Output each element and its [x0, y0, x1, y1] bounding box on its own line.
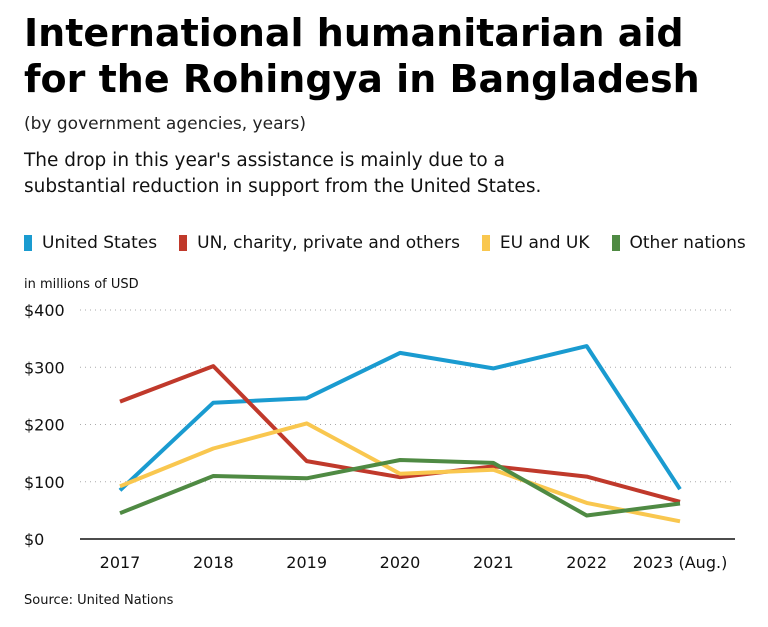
chart-description: The drop in this year's assistance is ma…	[24, 148, 744, 200]
legend-label-other-nations: Other nations	[629, 233, 746, 253]
x-tick-label: 2021	[473, 553, 514, 572]
description-line-2: substantial reduction in support from th…	[24, 176, 542, 197]
x-tick-label: 2023 (Aug.)	[633, 553, 728, 572]
x-tick-label: 2022	[566, 553, 607, 572]
x-tick-label: 2019	[286, 553, 327, 572]
y-tick-label: $400	[24, 301, 65, 320]
legend-swatch-un-charity	[179, 235, 188, 251]
legend-item-united-states: United States	[24, 233, 157, 253]
y-tick-label: $200	[24, 416, 65, 435]
description-line-1: The drop in this year's assistance is ma…	[24, 150, 505, 171]
y-axis-unit-label: in millions of USD	[24, 277, 139, 292]
legend-item-un-charity: UN, charity, private and others	[179, 233, 460, 253]
x-tick-label: 2020	[380, 553, 421, 572]
y-tick-label: $300	[24, 358, 65, 377]
line-chart: $0 $100 $200 $300 $400 2017 2018 2019 2020 2021 20…	[24, 301, 735, 572]
legend-swatch-eu-uk	[481, 235, 490, 251]
chart-title: International humanitarian aid for the R…	[24, 10, 754, 102]
legend-swatch-other-nations	[611, 235, 620, 251]
legend-label-un-charity: UN, charity, private and others	[197, 233, 460, 253]
series-line-other-nations	[119, 458, 681, 518]
x-tick-label: 2018	[193, 553, 234, 572]
chart-subtitle: (by government agencies, years)	[24, 114, 306, 134]
legend-item-eu-uk: EU and UK	[481, 233, 590, 253]
legend-label-united-states: United States	[42, 233, 158, 253]
y-tick-label: $0	[24, 530, 44, 549]
series-line-eu-uk	[119, 421, 681, 524]
legend-swatch-united-states	[24, 235, 32, 251]
legend-label-eu-uk: EU and UK	[499, 233, 590, 253]
chart-legend: United States UN, charity, private and o…	[24, 233, 764, 253]
source-note: Source: United Nations	[24, 593, 174, 608]
y-tick-label: $100	[24, 473, 65, 492]
title-line-1: International humanitarian aid	[24, 11, 684, 55]
title-line-2: for the Rohingya in Bangladesh	[24, 57, 700, 101]
x-tick-label: 2017	[100, 553, 141, 572]
legend-item-other-nations: Other nations	[611, 233, 746, 253]
